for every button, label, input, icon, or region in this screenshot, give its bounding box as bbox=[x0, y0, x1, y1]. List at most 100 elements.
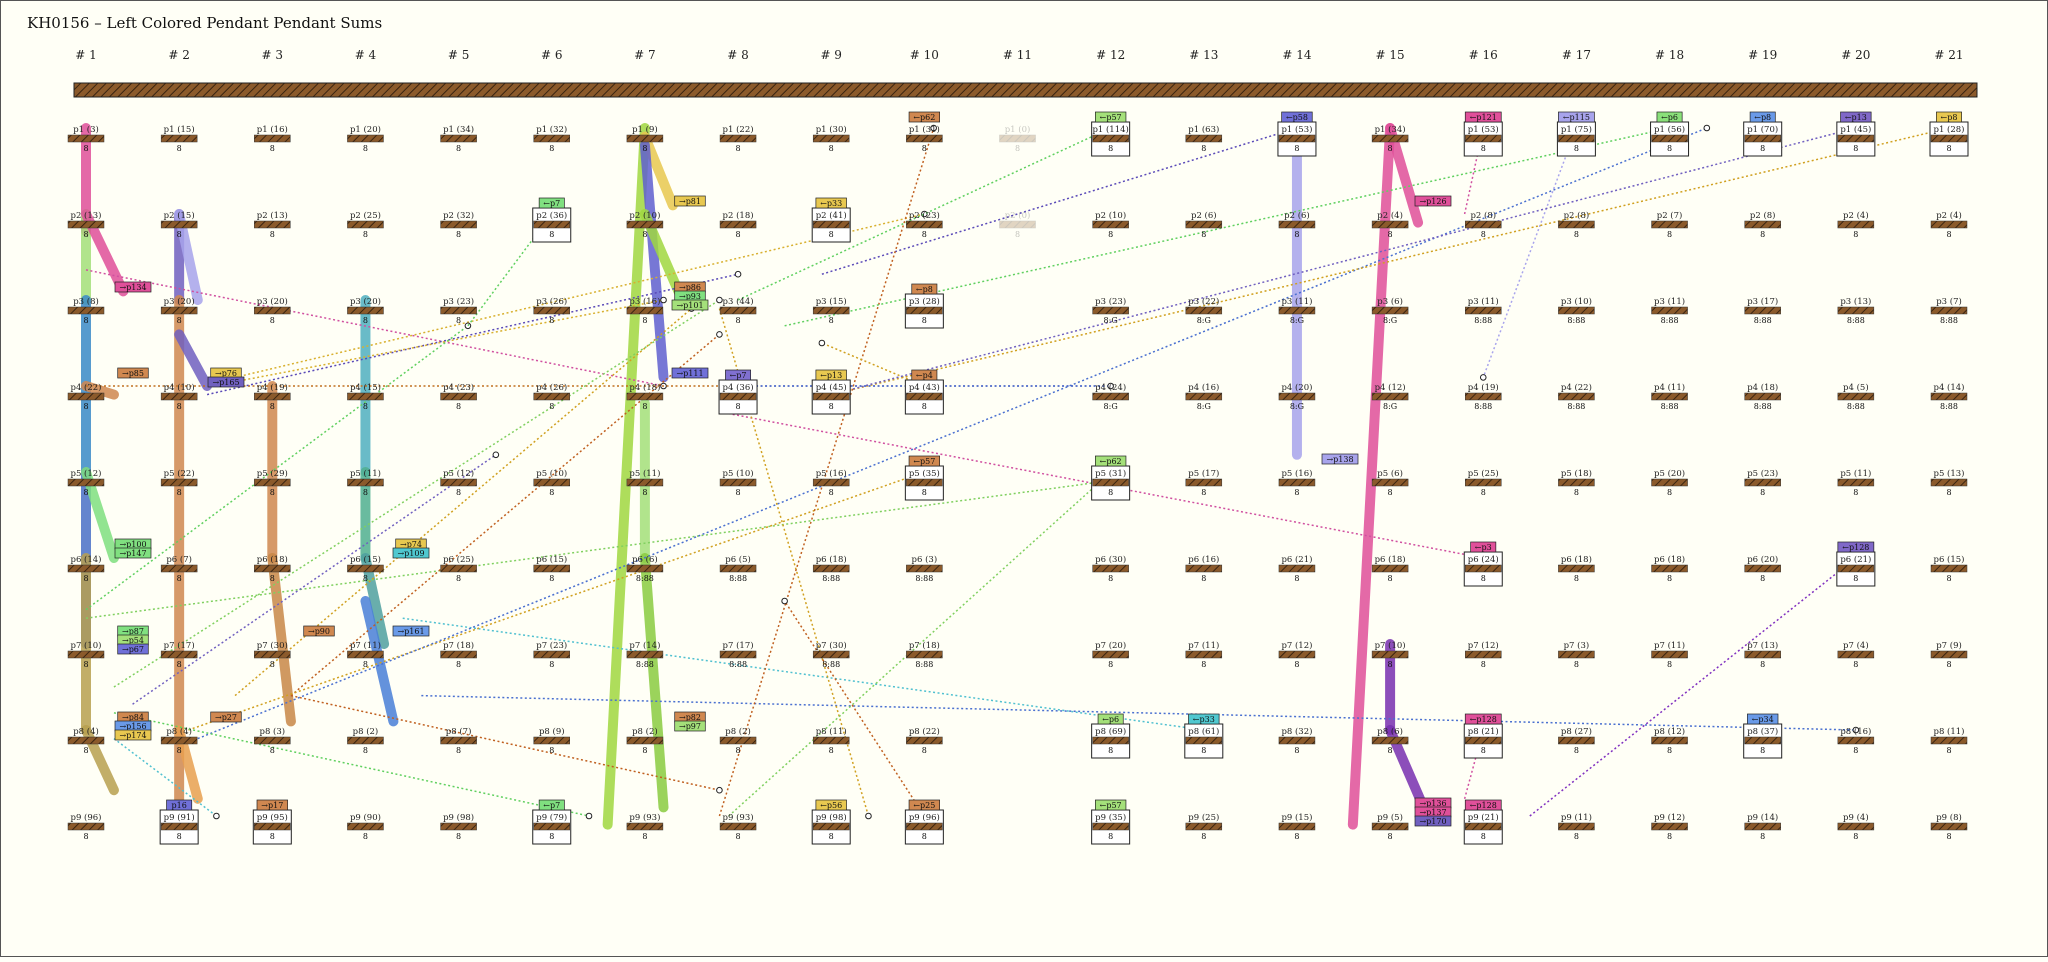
pendant-cell[interactable]: p2 (4) 8 bbox=[1837, 210, 1875, 239]
sum-tag[interactable]: ←p128 bbox=[1837, 541, 1875, 553]
pendant-cell[interactable]: p1 (28) 8 bbox=[1929, 121, 1969, 157]
pendant-cell[interactable]: p3 (6) 8:G bbox=[1371, 296, 1409, 325]
pendant-cell[interactable]: p1 (15) 8 bbox=[160, 124, 198, 153]
pendant-cell[interactable]: p7 (12) 8 bbox=[1465, 640, 1502, 669]
pendant-cell[interactable]: p4 (19) 8:88 bbox=[1465, 382, 1502, 411]
pendant-cell[interactable]: p5 (29) 8 bbox=[254, 468, 291, 497]
sum-tag[interactable]: ←p6 bbox=[1097, 713, 1124, 725]
pendant-cell[interactable]: p9 (90) 8 bbox=[347, 812, 384, 841]
sum-tag[interactable]: ←p56 bbox=[815, 799, 847, 811]
pendant-cell[interactable]: p1 (114) 8 bbox=[1091, 121, 1131, 157]
sum-tag[interactable]: ←p128 bbox=[1464, 713, 1502, 725]
pendant-cell[interactable]: p7 (17) 8 bbox=[160, 640, 198, 669]
pendant-cell[interactable]: p3 (7) 8:88 bbox=[1930, 296, 1968, 325]
pendant-cell[interactable]: p9 (25) 8 bbox=[1185, 812, 1223, 841]
pendant-cell[interactable]: p1 (3) 8 bbox=[67, 124, 105, 153]
sum-tag[interactable]: →p90 bbox=[303, 625, 335, 637]
pendant-cell[interactable]: p4 (11) 8:88 bbox=[1651, 382, 1688, 411]
pendant-cell[interactable]: p5 (20) 8 bbox=[1651, 468, 1688, 497]
pendant-cell[interactable]: p8 (22) 8 bbox=[906, 726, 943, 755]
pendant-cell[interactable]: p8 (2) 8 bbox=[719, 726, 757, 755]
sum-tag[interactable]: →p27 bbox=[210, 711, 242, 723]
pendant-cell[interactable]: p8 (11) 8 bbox=[812, 726, 850, 755]
pendant-cell[interactable]: p6 (3) 8:88 bbox=[906, 554, 943, 583]
pendant-cell[interactable]: p5 (25) 8 bbox=[1465, 468, 1502, 497]
pendant-cell[interactable]: p3 (20) 8 bbox=[347, 296, 384, 325]
pendant-cell[interactable]: p8 (27) 8 bbox=[1558, 726, 1595, 755]
pendant-cell[interactable]: p3 (11) 8:88 bbox=[1651, 296, 1688, 325]
sum-tag[interactable]: ←p57 bbox=[908, 455, 940, 467]
pendant-cell[interactable]: p1 (70) 8 bbox=[1743, 121, 1783, 157]
pendant-cell[interactable]: p3 (44) 8 bbox=[719, 296, 757, 325]
pendant-cell[interactable]: p8 (37) 8 bbox=[1743, 723, 1783, 759]
pendant-cell[interactable]: p1 (53) 8 bbox=[1463, 121, 1503, 157]
sum-tag[interactable]: →p81 bbox=[674, 195, 706, 207]
pendant-cell[interactable]: p7 (18) 8 bbox=[440, 640, 477, 669]
pendant-cell[interactable]: p7 (30) 8 bbox=[254, 640, 291, 669]
pendant-cell[interactable]: p3 (10) 8:88 bbox=[1558, 296, 1595, 325]
pendant-cell[interactable]: p4 (22) 8 bbox=[67, 382, 105, 411]
pendant-cell[interactable]: p9 (35) 8 bbox=[1091, 809, 1131, 845]
pendant-cell[interactable]: p1 (75) 8 bbox=[1556, 121, 1596, 157]
pendant-cell[interactable]: p8 (6) 8 bbox=[1371, 726, 1409, 755]
pendant-cell[interactable]: p2 (0) 8 bbox=[999, 210, 1036, 239]
pendant-cell[interactable]: p2 (41) 8 bbox=[811, 207, 851, 243]
pendant-cell[interactable]: p7 (11) 8 bbox=[347, 640, 384, 669]
sum-tag[interactable]: →p109 bbox=[392, 547, 430, 559]
pendant-cell[interactable]: p7 (18) 8:88 bbox=[906, 640, 943, 669]
pendant-cell[interactable]: p2 (7) 8 bbox=[1651, 210, 1688, 239]
pendant-cell[interactable]: p9 (91) 8 bbox=[159, 809, 199, 845]
sum-tag[interactable]: →p54 bbox=[117, 634, 149, 646]
sum-tag[interactable]: →p82 bbox=[674, 711, 706, 723]
pendant-cell[interactable]: p7 (9) 8 bbox=[1930, 640, 1968, 669]
pendant-cell[interactable]: p7 (20) 8 bbox=[1092, 640, 1129, 669]
pendant-cell[interactable]: p6 (7) 8 bbox=[160, 554, 198, 583]
pendant-cell[interactable]: p7 (13) 8 bbox=[1744, 640, 1781, 669]
pendant-cell[interactable]: p3 (20) 8 bbox=[160, 296, 198, 325]
pendant-cell[interactable]: p7 (17) 8:88 bbox=[719, 640, 757, 669]
sum-tag[interactable]: →p100 bbox=[114, 538, 152, 550]
sum-tag[interactable]: ←p58 bbox=[1281, 111, 1313, 123]
pendant-cell[interactable]: p4 (16) 8:G bbox=[1185, 382, 1223, 411]
sum-tag[interactable]: ←p7 bbox=[538, 197, 565, 209]
pendant-cell[interactable]: p6 (14) 8 bbox=[67, 554, 105, 583]
pendant-cell[interactable]: p4 (22) 8:88 bbox=[1558, 382, 1595, 411]
pendant-cell[interactable]: p5 (11) 8 bbox=[626, 468, 664, 497]
pendant-cell[interactable]: p9 (15) 8 bbox=[1278, 812, 1316, 841]
pendant-cell[interactable]: p7 (4) 8 bbox=[1837, 640, 1875, 669]
sum-tag[interactable]: ←p33 bbox=[815, 197, 847, 209]
sum-tag[interactable]: →p93 bbox=[674, 290, 706, 302]
pendant-cell[interactable]: p3 (23) 8 bbox=[440, 296, 477, 325]
pendant-cell[interactable]: p8 (4) 8 bbox=[67, 726, 105, 755]
pendant-cell[interactable]: p4 (43) 8 bbox=[904, 379, 944, 415]
pendant-cell[interactable]: p2 (10) 8 bbox=[626, 210, 664, 239]
sum-tag[interactable]: ←p7 bbox=[538, 799, 565, 811]
pendant-cell[interactable]: p1 (32) 8 bbox=[533, 124, 570, 153]
pendant-cell[interactable]: p2 (8) 8 bbox=[1744, 210, 1781, 239]
pendant-cell[interactable]: p2 (4) 8 bbox=[1371, 210, 1409, 239]
pendant-cell[interactable]: p9 (95) 8 bbox=[252, 809, 292, 845]
pendant-cell[interactable]: p2 (15) 8 bbox=[160, 210, 198, 239]
pendant-cell[interactable]: p7 (3) 8 bbox=[1558, 640, 1595, 669]
pendant-cell[interactable]: p3 (11) 8:G bbox=[1278, 296, 1316, 325]
pendant-cell[interactable]: p9 (21) 8 bbox=[1463, 809, 1503, 845]
pendant-cell[interactable]: p5 (11) 8 bbox=[347, 468, 384, 497]
pendant-cell[interactable]: p5 (17) 8 bbox=[1185, 468, 1223, 497]
pendant-cell[interactable]: p5 (16) 8 bbox=[1278, 468, 1316, 497]
pendant-cell[interactable]: p9 (8) 8 bbox=[1930, 812, 1968, 841]
pendant-cell[interactable]: p7 (23) 8 bbox=[533, 640, 570, 669]
sum-tag[interactable]: ←p4 bbox=[911, 369, 938, 381]
sum-tag[interactable]: →p174 bbox=[114, 729, 152, 741]
pendant-cell[interactable]: p8 (3) 8 bbox=[254, 726, 291, 755]
pendant-cell[interactable]: p4 (20) 8:G bbox=[1278, 382, 1316, 411]
pendant-cell[interactable]: p9 (79) 8 bbox=[532, 809, 572, 845]
pendant-cell[interactable]: p4 (26) 8 bbox=[533, 382, 570, 411]
sum-tag[interactable]: →p101 bbox=[671, 299, 709, 311]
pendant-cell[interactable]: p8 (2) 8 bbox=[347, 726, 384, 755]
pendant-cell[interactable]: p5 (13) 8 bbox=[1930, 468, 1968, 497]
pendant-cell[interactable]: p4 (15) 8 bbox=[347, 382, 384, 411]
pendant-cell[interactable]: p8 (2) 8 bbox=[626, 726, 664, 755]
pendant-cell[interactable]: p5 (31) 8 bbox=[1091, 465, 1131, 501]
sum-tag[interactable]: p16 bbox=[166, 799, 193, 811]
pendant-cell[interactable]: p3 (28) 8 bbox=[904, 293, 944, 329]
